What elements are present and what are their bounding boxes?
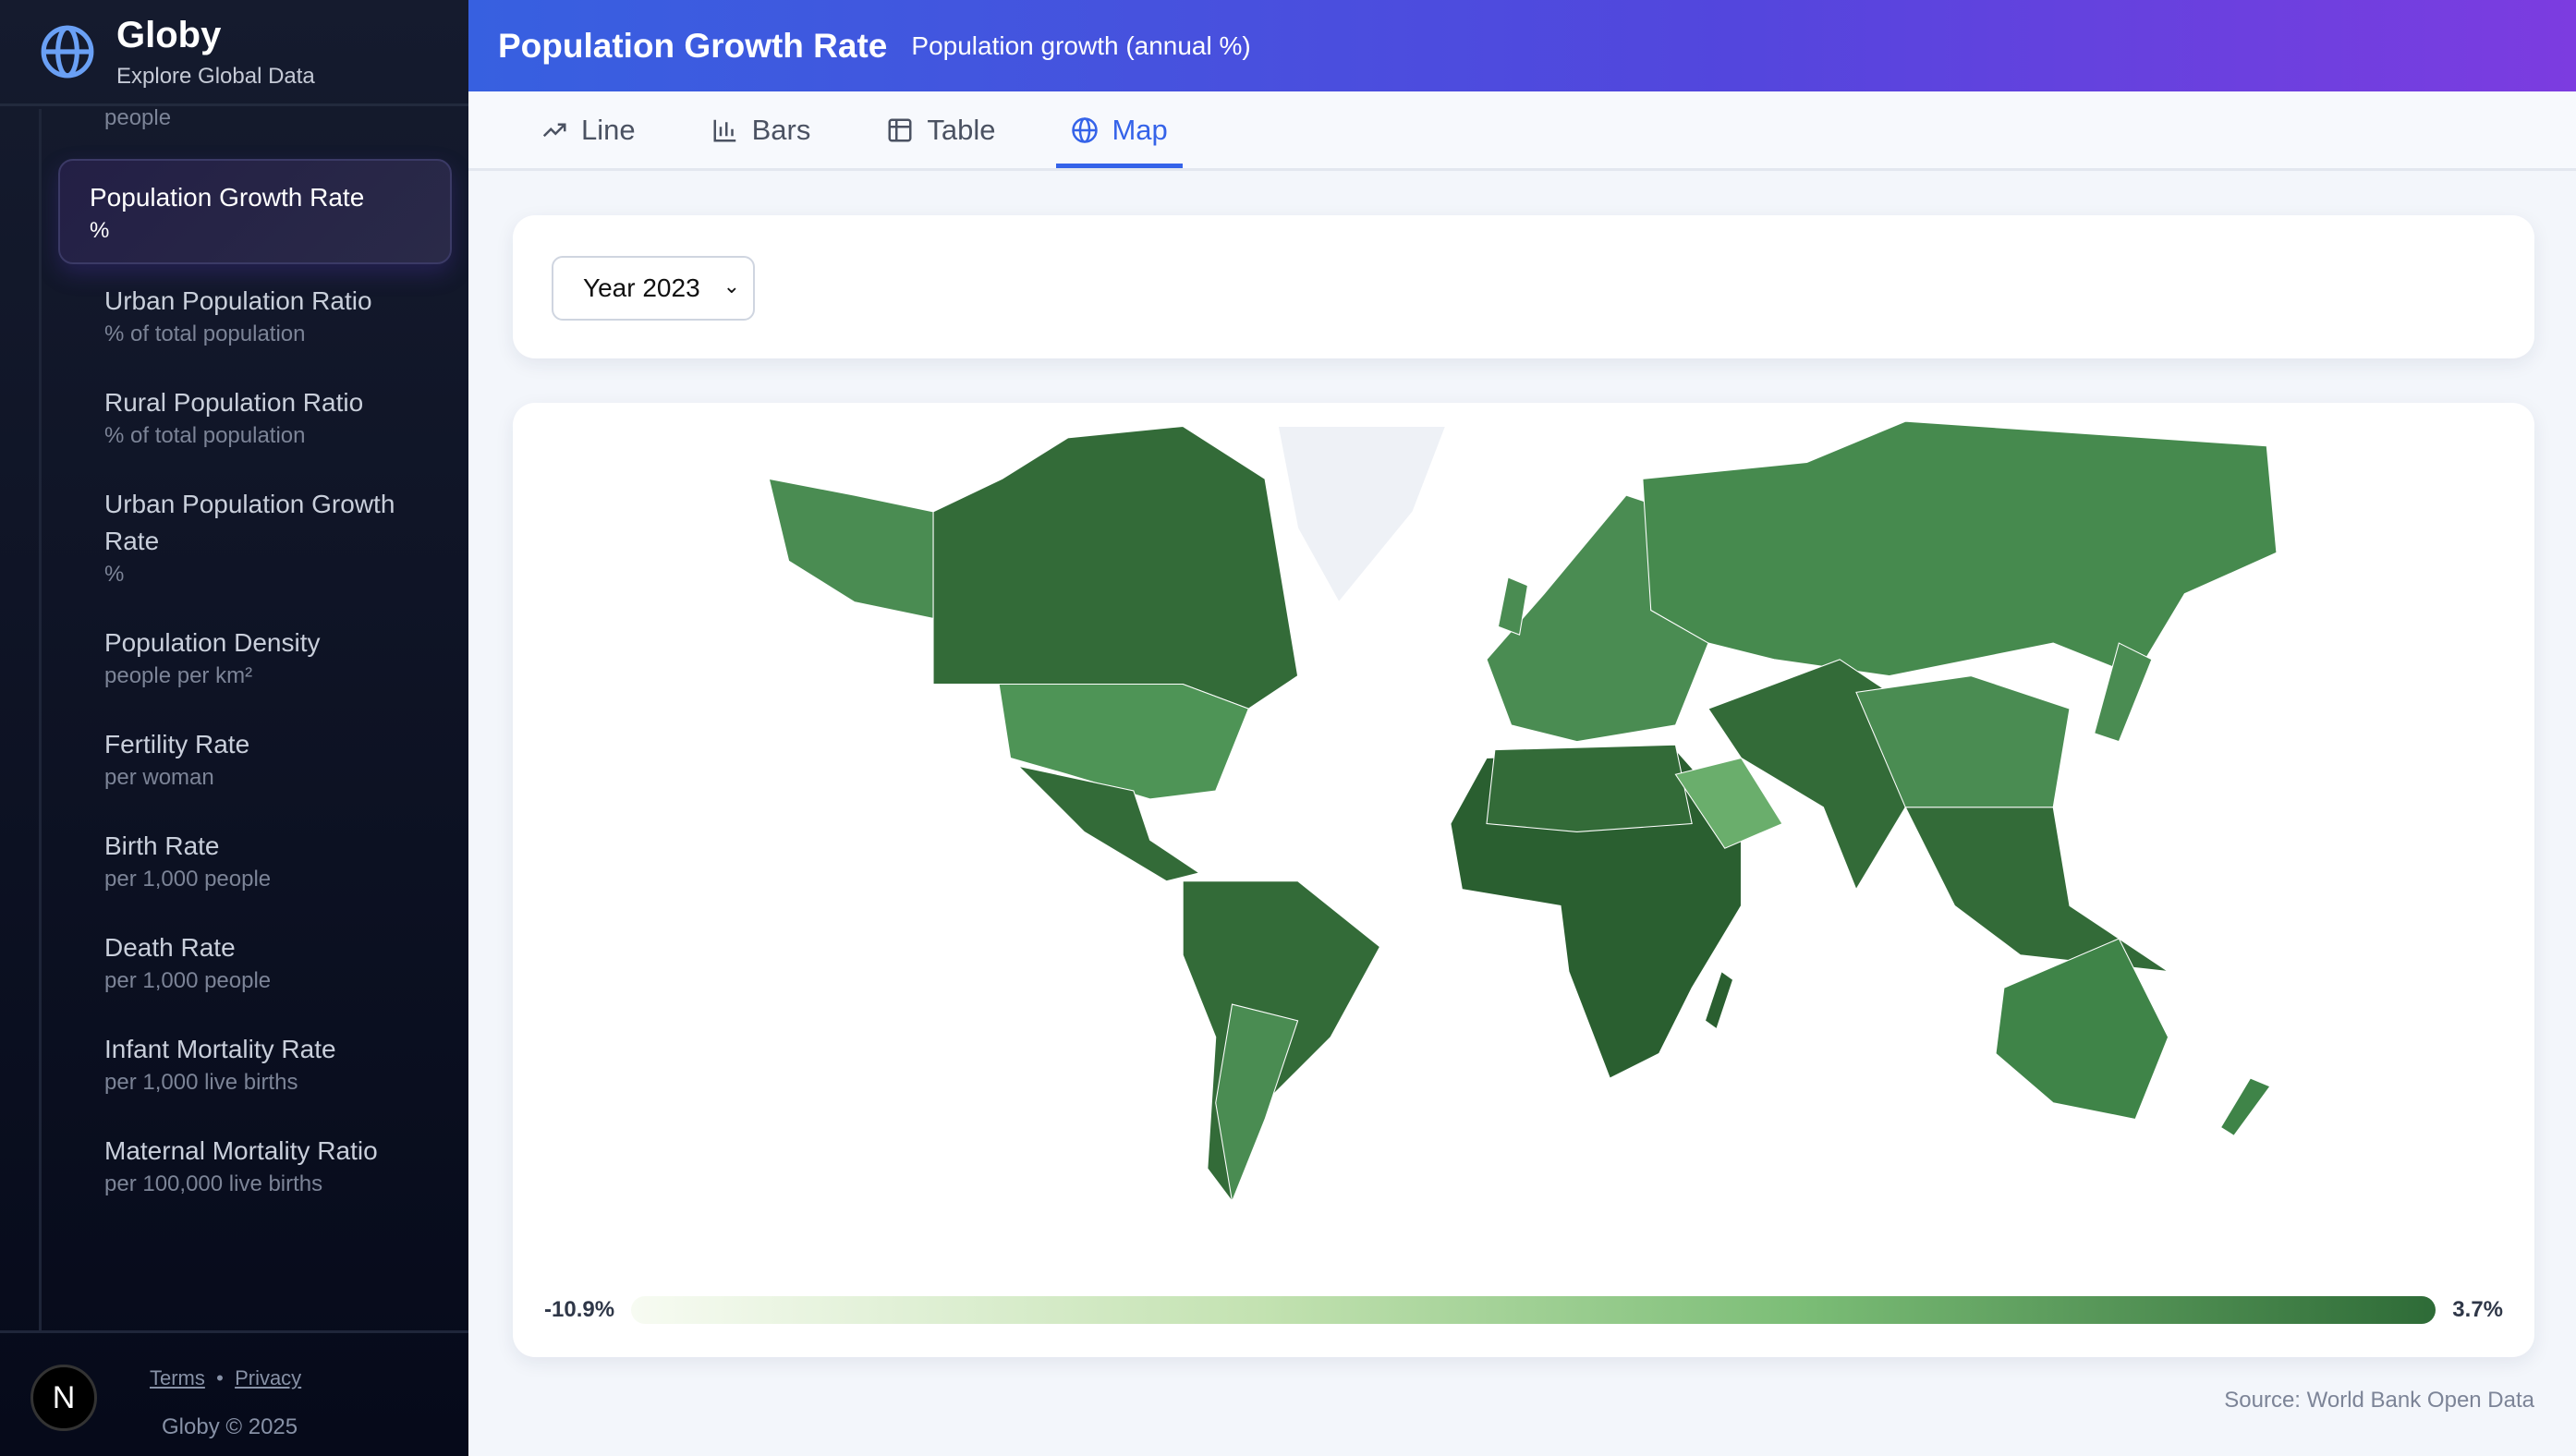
country-mexico[interactable]: [1016, 765, 1201, 882]
country-new-zealand[interactable]: [2219, 1077, 2271, 1136]
world-map[interactable]: [513, 421, 2534, 1234]
separator: •: [216, 1366, 224, 1389]
sidebar-item[interactable]: Rural Population Ratio % of total populat…: [58, 366, 452, 467]
item-label: Birth Rate: [104, 831, 220, 860]
item-label: Population Density: [104, 628, 321, 657]
app-title: Globy: [116, 14, 222, 55]
item-label: Urban Population Growth Rate: [104, 490, 395, 555]
globe-icon: [41, 25, 94, 79]
year-value: Year 2023: [583, 273, 700, 302]
sidebar: Globy Explore Global Data people Populati…: [0, 0, 468, 1456]
page-title: Population Growth Rate: [498, 26, 888, 65]
item-unit: per 1,000 people: [104, 867, 272, 892]
item-label: Maternal Mortality Ratio: [104, 1136, 378, 1165]
tab-label: Bars: [751, 113, 811, 146]
globe-icon: [1072, 116, 1099, 143]
view-tabs: Line Bars Table Map: [468, 91, 2576, 171]
sidebar-item[interactable]: Birth Rate per 1,000 people: [58, 809, 452, 911]
item-unit: per 1,000 people: [104, 968, 272, 993]
item-label: Rural Population Ratio: [104, 388, 364, 417]
n-logo[interactable]: N: [30, 1365, 97, 1431]
item-unit: %: [90, 218, 110, 243]
country-greenland[interactable]: [1277, 425, 1447, 603]
controls-card: Year 2023 ⌄: [513, 215, 2534, 358]
country-saudi-arabia[interactable]: [1674, 757, 1783, 849]
sidebar-item[interactable]: Urban Population Ratio % of total populat…: [58, 264, 452, 366]
tab-label: Line: [581, 113, 636, 146]
country-russia[interactable]: [1642, 421, 2278, 677]
tab-table[interactable]: Table: [871, 91, 1010, 168]
region-southeast-asia[interactable]: [1904, 807, 2169, 973]
bar-chart-icon: [713, 119, 735, 141]
country-alaska[interactable]: [768, 478, 934, 620]
tab-label: Map: [1112, 113, 1168, 146]
page-header: Population Growth Rate Population growth…: [468, 0, 2576, 91]
data-source: Source: World Bank Open Data: [2224, 1388, 2534, 1413]
country-madagascar[interactable]: [1704, 970, 1734, 1030]
legend-min: -10.9%: [544, 1297, 615, 1322]
legend-max: 3.7%: [2452, 1297, 2503, 1322]
tab-line[interactable]: Line: [526, 91, 650, 168]
brand: Globy Explore Global Data: [0, 0, 468, 106]
country-canada[interactable]: [932, 425, 1299, 710]
trend-icon: [542, 123, 566, 137]
table-icon: [888, 118, 912, 141]
country-uk[interactable]: [1497, 576, 1529, 636]
sidebar-item[interactable]: Population Growth Rate%: [58, 159, 452, 264]
privacy-link[interactable]: Privacy: [235, 1366, 302, 1389]
app-subtitle: Explore Global Data: [116, 63, 315, 89]
item-unit: per 1,000 live births: [104, 1070, 298, 1095]
item-label: Population Growth Rate: [90, 183, 365, 212]
tab-bars[interactable]: Bars: [697, 91, 826, 168]
partial-unit: people: [104, 109, 172, 130]
map-legend: -10.9% 3.7%: [544, 1296, 2503, 1324]
sidebar-item[interactable]: Maternal Mortality Ratio per 100,000 live…: [58, 1114, 452, 1216]
item-unit: people per km²: [104, 663, 253, 688]
copyright: Globy © 2025: [162, 1414, 298, 1439]
country-usa[interactable]: [998, 683, 1249, 800]
item-label: Urban Population Ratio: [104, 286, 372, 315]
terms-link[interactable]: Terms: [150, 1366, 205, 1389]
indicator-list[interactable]: people Population Growth Rate% Urban Popu…: [39, 109, 468, 1330]
page-subtitle: Population growth (annual %): [911, 30, 1251, 60]
item-unit: per 100,000 live births: [104, 1171, 323, 1196]
tab-label: Table: [927, 113, 996, 146]
item-label: Infant Mortality Rate: [104, 1035, 336, 1063]
item-unit: %: [104, 562, 125, 587]
item-unit: % of total population: [104, 322, 306, 346]
country-north-africa[interactable]: [1486, 744, 1693, 832]
sidebar-item[interactable]: Urban Population Growth Rate%: [58, 467, 452, 606]
sidebar-item[interactable]: Population Density people per km²: [58, 606, 452, 708]
sidebar-item[interactable]: Death Rate per 1,000 people: [58, 911, 452, 1013]
item-unit: per woman: [104, 765, 214, 790]
country-australia[interactable]: [1995, 938, 2169, 1121]
item-label: Fertility Rate: [104, 730, 250, 758]
tab-map[interactable]: Map: [1056, 91, 1184, 168]
country-japan[interactable]: [2094, 642, 2153, 743]
item-label: Death Rate: [104, 933, 236, 962]
region-middle-asia[interactable]: [1707, 659, 1906, 891]
country-argentina[interactable]: [1215, 1003, 1299, 1204]
sidebar-item[interactable]: Infant Mortality Rate per 1,000 live birt…: [58, 1013, 452, 1114]
chevron-down-icon: ⌄: [723, 274, 740, 297]
sidebar-item[interactable]: Fertility Rate per woman: [58, 708, 452, 809]
map-card: -10.9% 3.7%: [513, 403, 2534, 1357]
color-scale-bar: [631, 1296, 2436, 1324]
item-unit: % of total population: [104, 423, 306, 448]
sidebar-footer: N Terms • Privacy Globy © 2025: [0, 1330, 468, 1456]
year-select[interactable]: Year 2023 ⌄: [552, 256, 755, 321]
